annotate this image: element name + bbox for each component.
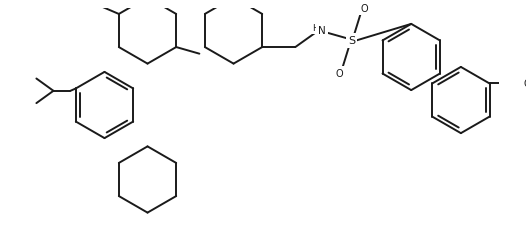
Text: H: H [312,24,319,33]
Text: O: O [361,4,368,14]
Text: N: N [318,26,326,36]
Text: O: O [523,79,526,89]
Text: O: O [335,69,342,79]
Text: S: S [348,36,355,46]
